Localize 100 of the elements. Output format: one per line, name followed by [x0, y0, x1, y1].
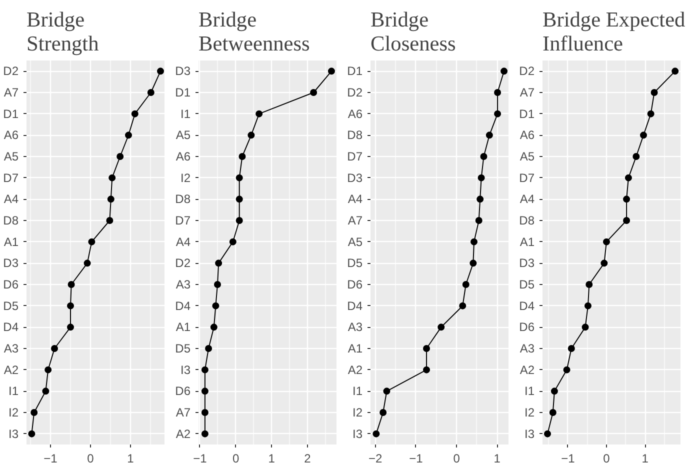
point — [480, 153, 488, 160]
y-tick-label: I1 — [180, 106, 191, 121]
point — [157, 68, 164, 75]
point — [30, 409, 38, 416]
y-tick-label: I1 — [352, 384, 363, 398]
y-tick-label: D7 — [175, 214, 191, 228]
point — [494, 110, 502, 118]
y-tick-label: D2 — [175, 256, 191, 270]
point — [28, 430, 36, 438]
y-tick-label: D3 — [519, 256, 535, 270]
y-tick-label: I2 — [524, 406, 535, 420]
point — [632, 153, 640, 160]
x-tick-label: −2 — [368, 452, 383, 466]
y-tick-label: A6 — [520, 128, 535, 142]
y-tick-label: A2 — [348, 362, 363, 377]
point — [107, 196, 114, 203]
point — [44, 366, 52, 374]
point — [328, 68, 335, 75]
point — [478, 174, 485, 182]
y-tick-label: A2 — [176, 426, 191, 441]
point — [380, 409, 387, 416]
y-tick-label: I2 — [352, 406, 363, 420]
point — [423, 366, 430, 374]
chart-title: Bridge Betweenness — [198, 8, 310, 56]
x-tick-label: −1 — [193, 452, 208, 466]
y-tick-label: I1 — [524, 384, 535, 398]
y-tick-label: D5 — [519, 278, 535, 292]
point — [116, 153, 124, 160]
y-tick-label: D6 — [519, 320, 535, 334]
x-tick-label: 0 — [603, 452, 610, 466]
point — [550, 388, 558, 395]
point — [238, 153, 246, 160]
point — [470, 238, 478, 246]
y-tick-label: A7 — [348, 214, 363, 228]
y-tick-label: D2 — [347, 86, 363, 100]
point — [67, 324, 74, 331]
y-tick-label: A5 — [176, 128, 191, 142]
y-tick-label: A5 — [520, 150, 535, 164]
y-tick-label: A4 — [176, 234, 191, 249]
y-tick-label: D7 — [347, 150, 363, 164]
y-tick-label: A4 — [4, 192, 19, 206]
y-tick-label: D1 — [347, 64, 363, 78]
point — [205, 345, 212, 352]
point — [470, 260, 477, 267]
point — [459, 302, 466, 310]
point — [215, 260, 222, 267]
point — [88, 238, 96, 246]
point — [125, 132, 132, 139]
x-tick-label: 0 — [453, 452, 460, 466]
y-tick-label: I3 — [8, 426, 19, 441]
point — [236, 174, 243, 182]
point — [423, 345, 430, 352]
point — [310, 89, 318, 96]
y-tick-label: A3 — [348, 320, 363, 334]
y-tick-label: A6 — [176, 150, 191, 164]
point — [201, 388, 208, 395]
point — [500, 68, 508, 75]
y-tick-label: I3 — [524, 426, 535, 441]
point — [108, 174, 116, 182]
y-tick-label: I3 — [180, 362, 191, 377]
point — [640, 132, 647, 139]
point — [51, 345, 58, 352]
point — [586, 281, 593, 288]
y-tick-label: D8 — [3, 214, 19, 228]
y-tick-label: D8 — [519, 214, 535, 228]
point — [486, 132, 493, 139]
point — [475, 217, 482, 224]
point — [623, 217, 630, 224]
chart-title: Bridge Closeness — [370, 8, 456, 56]
point — [383, 388, 390, 395]
point — [256, 110, 263, 118]
point — [67, 302, 74, 310]
point — [600, 260, 608, 267]
x-tick-label: 1 — [494, 452, 501, 466]
y-tick-label: A2 — [520, 362, 535, 377]
y-tick-label: D6 — [3, 278, 19, 292]
point — [623, 196, 630, 203]
point — [42, 388, 50, 395]
point — [563, 366, 570, 374]
x-tick-label: −1 — [409, 452, 424, 466]
y-tick-label: A7 — [176, 406, 191, 420]
y-tick-label: A5 — [348, 234, 363, 249]
y-tick-label: D2 — [3, 64, 19, 78]
x-tick-label: 1 — [127, 452, 134, 466]
y-tick-label: I2 — [8, 406, 19, 420]
y-tick-label: D5 — [175, 342, 191, 356]
point — [672, 68, 679, 75]
y-tick-label: D6 — [347, 278, 363, 292]
point — [68, 281, 75, 288]
point — [214, 281, 221, 288]
y-tick-label: I2 — [180, 170, 191, 185]
y-tick-label: D4 — [519, 298, 535, 313]
y-tick-label: D8 — [175, 192, 191, 206]
point — [549, 409, 556, 416]
y-tick-label: A5 — [4, 150, 19, 164]
point — [462, 281, 470, 288]
y-tick-label: D7 — [519, 170, 535, 185]
point — [201, 430, 208, 438]
y-tick-label: A1 — [4, 234, 19, 249]
point — [582, 324, 589, 331]
